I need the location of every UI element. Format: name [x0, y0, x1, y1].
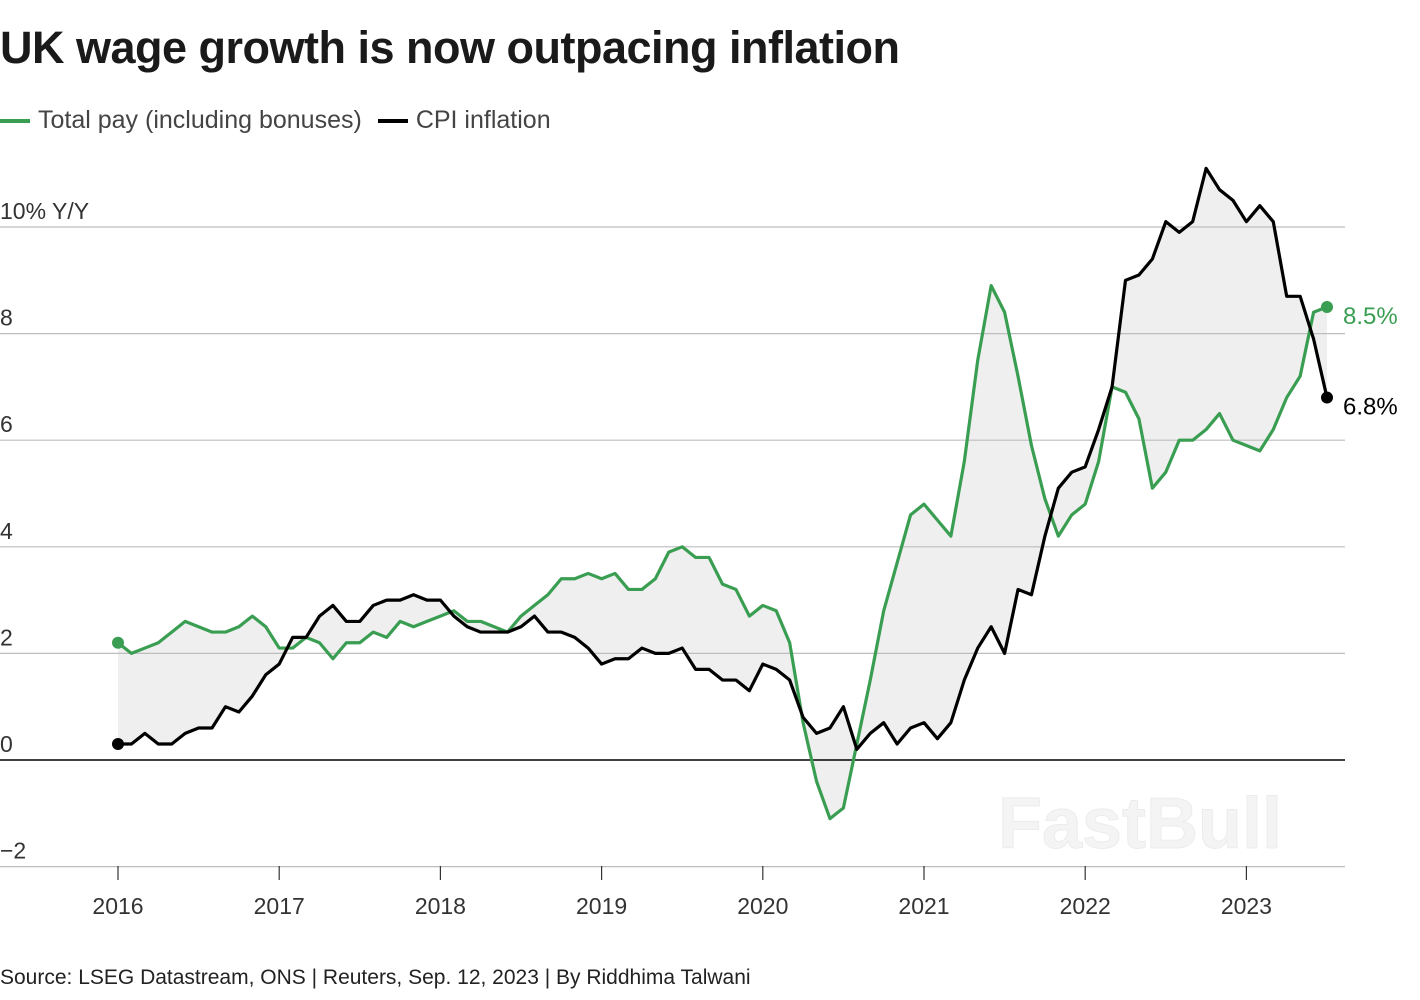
- x-tick-label: 2019: [576, 893, 627, 919]
- legend-label-pay: Total pay (including bonuses): [38, 106, 362, 134]
- legend-item-cpi: CPI inflation: [377, 106, 551, 135]
- legend-swatch-pay: [0, 118, 30, 123]
- x-tick-label: 2018: [415, 893, 466, 919]
- y-tick-label: 0: [0, 731, 13, 757]
- end-label-pay: 8.5%: [1343, 303, 1398, 330]
- legend-label-cpi: CPI inflation: [415, 106, 551, 134]
- legend-swatch-cpi: [377, 118, 408, 123]
- legend: Total pay (including bonuses) CPI inflat…: [0, 106, 567, 135]
- x-tick-label: 2017: [254, 893, 305, 919]
- end-point-cpi: [1321, 391, 1333, 404]
- x-tick-label: 2016: [92, 893, 143, 919]
- y-tick-label: 4: [0, 518, 13, 544]
- series-line-pay: [117, 284, 1328, 821]
- x-tick-label: 2023: [1221, 893, 1272, 919]
- end-point-pay: [1321, 300, 1333, 313]
- series-line-cpi: [118, 166, 1329, 751]
- y-tick-label: 10% Y/Y: [0, 198, 89, 224]
- x-tick-label: 2020: [737, 893, 788, 919]
- end-label-cpi: 6.8%: [1343, 394, 1398, 421]
- y-tick-label: −2: [0, 838, 26, 864]
- x-tick-label: 2021: [898, 893, 949, 919]
- watermark: FastBull: [998, 784, 1282, 864]
- start-point-cpi: [112, 738, 124, 751]
- y-tick-label: 2: [0, 624, 13, 650]
- x-tick-label: 2022: [1060, 893, 1111, 919]
- legend-item-pay: Total pay (including bonuses): [0, 106, 362, 135]
- y-tick-label: 8: [0, 305, 13, 331]
- source-note: Source: LSEG Datastream, ONS | Reuters, …: [0, 966, 751, 989]
- y-tick-label: 6: [0, 411, 13, 437]
- start-point-pay: [112, 636, 124, 649]
- chart-title: UK wage growth is now outpacing inflatio…: [0, 22, 900, 73]
- gap-fill-area: [118, 168, 1327, 819]
